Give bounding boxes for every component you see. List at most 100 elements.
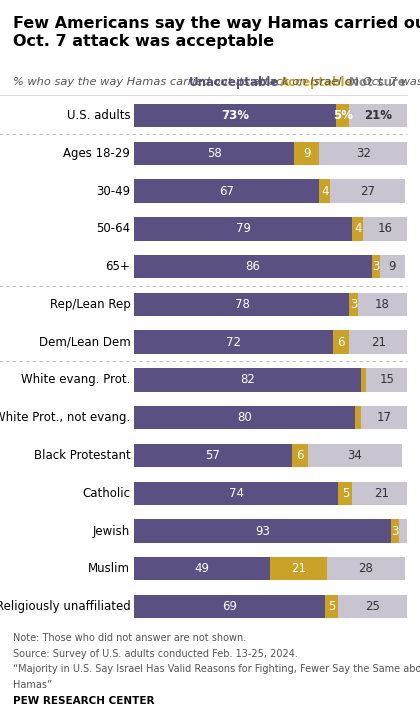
Bar bbox=[308, 444, 402, 467]
Text: 50-64: 50-64 bbox=[96, 222, 130, 235]
Bar bbox=[134, 595, 325, 618]
Bar bbox=[336, 104, 349, 127]
Text: Source: Survey of U.S. adults conducted Feb. 13-25, 2024.: Source: Survey of U.S. adults conducted … bbox=[13, 649, 297, 659]
Bar bbox=[134, 179, 319, 203]
Bar bbox=[319, 179, 330, 203]
Text: 9: 9 bbox=[303, 147, 310, 160]
Bar bbox=[352, 217, 363, 241]
Text: Religiously unaffiliated: Religiously unaffiliated bbox=[0, 600, 130, 613]
Bar bbox=[339, 595, 407, 618]
Bar bbox=[134, 481, 339, 505]
Text: 80: 80 bbox=[237, 411, 252, 424]
Text: PEW RESEARCH CENTER: PEW RESEARCH CENTER bbox=[13, 696, 154, 706]
Text: 3: 3 bbox=[350, 298, 357, 311]
Bar bbox=[358, 292, 407, 316]
Bar bbox=[134, 104, 336, 127]
Text: 30-49: 30-49 bbox=[96, 184, 130, 197]
Text: Few Americans say the way Hamas carried out the
Oct. 7 attack was acceptable: Few Americans say the way Hamas carried … bbox=[13, 16, 420, 49]
Bar bbox=[134, 330, 333, 354]
Text: 32: 32 bbox=[356, 147, 371, 160]
Bar bbox=[339, 481, 352, 505]
Text: 6: 6 bbox=[337, 336, 345, 349]
Text: 4: 4 bbox=[354, 222, 362, 235]
Bar bbox=[349, 292, 358, 316]
Bar bbox=[333, 330, 349, 354]
Text: % who say the way Hamas carried out its attack on Israel on Oct. 7 was ...: % who say the way Hamas carried out its … bbox=[13, 77, 420, 87]
Bar bbox=[391, 519, 399, 543]
Bar bbox=[270, 557, 328, 581]
Bar bbox=[330, 179, 404, 203]
Text: 5: 5 bbox=[341, 487, 349, 500]
Text: 67: 67 bbox=[219, 184, 234, 197]
Text: U.S. adults: U.S. adults bbox=[67, 109, 130, 122]
Text: 3: 3 bbox=[391, 525, 399, 538]
Text: 15: 15 bbox=[379, 373, 394, 386]
Text: 27: 27 bbox=[360, 184, 375, 197]
Text: 73%: 73% bbox=[221, 109, 249, 122]
Text: Black Protestant: Black Protestant bbox=[34, 449, 130, 462]
Text: 65+: 65+ bbox=[105, 260, 130, 273]
Text: 34: 34 bbox=[348, 449, 362, 462]
Text: Dem/Lean Dem: Dem/Lean Dem bbox=[39, 336, 130, 349]
Text: Muslim: Muslim bbox=[88, 562, 130, 576]
Text: 21%: 21% bbox=[365, 109, 392, 122]
Bar bbox=[363, 217, 407, 241]
Text: 57: 57 bbox=[205, 449, 220, 462]
Bar bbox=[360, 368, 366, 392]
Text: 21: 21 bbox=[291, 562, 306, 576]
Bar bbox=[134, 519, 391, 543]
Bar bbox=[349, 330, 407, 354]
Text: 3: 3 bbox=[372, 260, 379, 273]
Text: 9: 9 bbox=[388, 260, 396, 273]
Text: 16: 16 bbox=[378, 222, 393, 235]
Text: Not sure: Not sure bbox=[349, 77, 405, 89]
Bar bbox=[325, 595, 339, 618]
Text: Hamas”: Hamas” bbox=[13, 680, 52, 690]
Text: Rep/Lean Rep: Rep/Lean Rep bbox=[50, 298, 130, 311]
Bar bbox=[134, 292, 349, 316]
Bar bbox=[372, 255, 380, 278]
Bar bbox=[360, 406, 407, 430]
Text: “Majority in U.S. Say Israel Has Valid Reasons for Fighting, Fewer Say the Same : “Majority in U.S. Say Israel Has Valid R… bbox=[13, 664, 420, 674]
Text: 72: 72 bbox=[226, 336, 241, 349]
Bar bbox=[134, 217, 352, 241]
Text: 21: 21 bbox=[371, 336, 386, 349]
Text: 69: 69 bbox=[222, 600, 237, 613]
Text: 58: 58 bbox=[207, 147, 222, 160]
Text: 78: 78 bbox=[234, 298, 249, 311]
Bar bbox=[352, 481, 410, 505]
Text: 4: 4 bbox=[321, 184, 328, 197]
Text: 28: 28 bbox=[359, 562, 373, 576]
Text: 86: 86 bbox=[246, 260, 260, 273]
Text: Ages 18-29: Ages 18-29 bbox=[63, 147, 130, 160]
Text: 74: 74 bbox=[229, 487, 244, 500]
Text: 5: 5 bbox=[328, 600, 335, 613]
Text: 17: 17 bbox=[376, 411, 391, 424]
Bar bbox=[366, 368, 407, 392]
Bar bbox=[134, 557, 270, 581]
Text: 21: 21 bbox=[374, 487, 388, 500]
Text: 79: 79 bbox=[236, 222, 251, 235]
Text: 6: 6 bbox=[296, 449, 304, 462]
Bar bbox=[399, 519, 407, 543]
Text: White Prot., not evang.: White Prot., not evang. bbox=[0, 411, 130, 424]
Text: Jewish: Jewish bbox=[93, 525, 130, 538]
Bar bbox=[380, 255, 404, 278]
Bar bbox=[134, 444, 291, 467]
Bar bbox=[134, 406, 355, 430]
Text: Note: Those who did not answer are not shown.: Note: Those who did not answer are not s… bbox=[13, 633, 246, 643]
Text: 25: 25 bbox=[365, 600, 381, 613]
Text: Unacceptable: Unacceptable bbox=[189, 77, 279, 89]
Text: Catholic: Catholic bbox=[82, 487, 130, 500]
Text: Acceptable: Acceptable bbox=[280, 77, 353, 89]
Bar bbox=[134, 142, 294, 165]
Bar bbox=[355, 406, 360, 430]
Text: 18: 18 bbox=[375, 298, 390, 311]
Text: White evang. Prot.: White evang. Prot. bbox=[21, 373, 130, 386]
Text: 5%: 5% bbox=[333, 109, 353, 122]
Bar bbox=[349, 104, 407, 127]
Text: 82: 82 bbox=[240, 373, 255, 386]
Bar bbox=[291, 444, 308, 467]
Bar bbox=[134, 368, 360, 392]
Text: 93: 93 bbox=[255, 525, 270, 538]
